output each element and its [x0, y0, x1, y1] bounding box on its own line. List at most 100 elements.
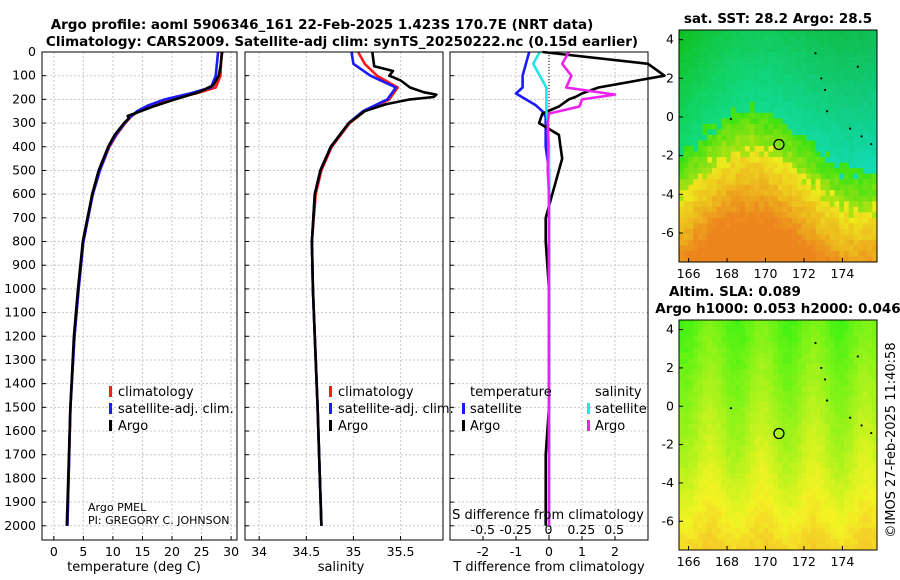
map-cell	[858, 341, 864, 348]
map-cell	[693, 522, 699, 529]
map-cell	[782, 74, 788, 81]
map-cell	[834, 35, 840, 42]
map-cell	[862, 245, 868, 252]
y-tick-label: 600	[12, 186, 36, 201]
map-cell	[796, 341, 802, 348]
map-cell	[787, 445, 793, 452]
map-cell	[749, 146, 755, 152]
map-cell	[801, 341, 807, 348]
map-cell	[688, 424, 694, 430]
map-cell	[716, 500, 722, 507]
map-cell	[811, 184, 817, 191]
map-cell	[811, 212, 817, 219]
map-cell	[730, 347, 736, 354]
map-cell	[702, 245, 708, 252]
map-cell	[697, 440, 703, 447]
map-cell	[848, 228, 854, 235]
map-cell	[815, 374, 821, 381]
map-cell	[712, 473, 718, 480]
map-cell	[730, 190, 736, 197]
map-cell	[773, 90, 779, 97]
map-cell	[811, 151, 817, 158]
map-cell	[806, 341, 812, 348]
map-cell	[829, 206, 835, 213]
map-cell	[697, 112, 703, 119]
map-cell	[792, 57, 798, 64]
map-cell	[834, 118, 840, 125]
map-cell	[763, 341, 769, 348]
map-cell	[844, 511, 850, 518]
map-cell	[872, 320, 878, 326]
map-cell	[716, 435, 722, 441]
map-cell	[683, 101, 689, 108]
map-cell	[745, 212, 751, 219]
map-cell	[768, 413, 774, 419]
map-cell	[735, 35, 741, 42]
map-cell	[697, 495, 703, 502]
map-cell	[754, 68, 760, 75]
map-cell	[683, 234, 689, 241]
map-cell	[792, 424, 798, 430]
map-cell	[735, 320, 741, 326]
map-cell	[825, 46, 831, 53]
map-cell	[749, 320, 755, 326]
map-cell	[721, 63, 727, 69]
map-cell	[763, 184, 769, 191]
map-cell	[867, 533, 873, 540]
map-cell	[759, 57, 765, 64]
map-cell	[745, 528, 751, 534]
map-cell	[811, 380, 817, 387]
map-cell	[801, 90, 807, 97]
map-cell	[712, 168, 718, 174]
map-cell	[853, 506, 859, 512]
map-cell	[858, 347, 864, 354]
map-cell	[862, 63, 868, 69]
map-cell	[825, 363, 831, 370]
map-cell	[787, 489, 793, 496]
map-cell	[735, 146, 741, 152]
map-cell	[759, 85, 765, 92]
map-cell	[712, 511, 718, 518]
map-cell	[702, 162, 708, 169]
map-cell	[820, 184, 826, 191]
map-cell	[754, 528, 760, 534]
map-lon-label: 170	[754, 266, 778, 281]
map-cell	[787, 418, 793, 425]
map-cell	[759, 206, 765, 213]
map-cell	[792, 239, 798, 246]
map-cell	[726, 90, 732, 97]
map-cell	[768, 418, 774, 425]
map-cell	[716, 517, 722, 523]
map-cell	[679, 30, 685, 36]
map-cell	[768, 68, 774, 75]
map-cell	[782, 151, 788, 158]
map-cell	[745, 407, 751, 414]
map-cell	[688, 90, 694, 97]
map-cell	[745, 96, 751, 103]
map-cell	[782, 223, 788, 230]
map-cell	[763, 413, 769, 419]
map-cell	[716, 90, 722, 97]
map-cell	[862, 123, 868, 130]
map-cell	[782, 539, 788, 545]
map-cell	[707, 489, 713, 496]
map-cell	[721, 418, 727, 425]
map-cell	[839, 168, 845, 174]
map-cell	[858, 68, 864, 75]
map-cell	[796, 46, 802, 53]
map-cell	[688, 506, 694, 512]
map-cell	[730, 440, 736, 447]
map-cell	[867, 500, 873, 507]
map-cell	[697, 30, 703, 36]
map-cell	[735, 402, 741, 408]
map-cell	[768, 522, 774, 529]
map-cell	[787, 206, 793, 213]
map-cell	[806, 539, 812, 545]
map-cell	[697, 325, 703, 332]
map-cell	[693, 256, 699, 263]
map-cell	[707, 511, 713, 518]
credit-text: ©IMOS 27-Feb-2025 11:40:58	[884, 342, 899, 537]
map-cell	[712, 363, 718, 370]
map-cell	[707, 101, 713, 108]
map-cell	[707, 256, 713, 263]
